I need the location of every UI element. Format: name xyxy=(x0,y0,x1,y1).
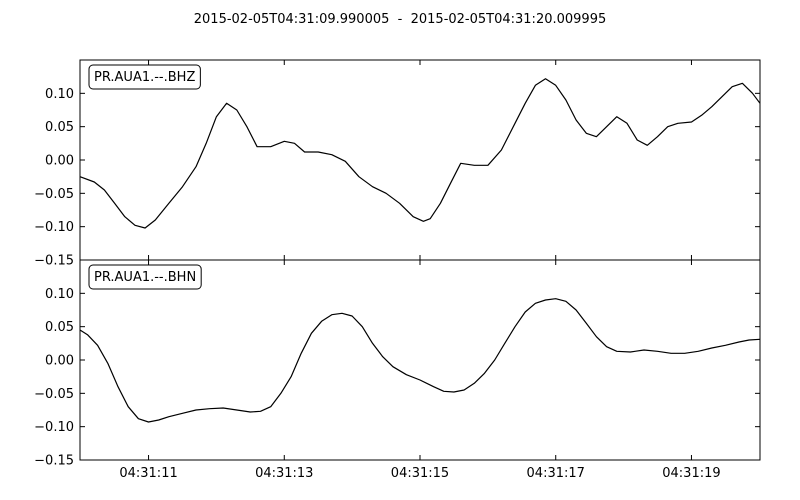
y-tick-label: −0.05 xyxy=(34,387,74,402)
y-tick-label: 0.00 xyxy=(45,354,74,369)
panel-bhn: 0.10 0.05 0.00 −0.05 −0.10 −0.15 04:31:11 04:31… xyxy=(34,259,761,481)
series-line xyxy=(79,78,761,229)
legend-label: PR.AUA1.--.BHZ xyxy=(94,70,195,85)
legend: PR.AUA1.--.BHZ xyxy=(88,64,201,90)
y-tick-label: −0.15 xyxy=(34,454,74,469)
y-tick-label: −0.05 xyxy=(34,187,74,202)
y-tick-label: 0.05 xyxy=(45,120,74,135)
x-tick-label: 04:31:11 xyxy=(119,466,177,481)
figure-title: 2015-02-05T04:31:09.990005 - 2015-02-05T… xyxy=(193,12,607,27)
axes-frame xyxy=(79,59,761,261)
y-tick-label: −0.10 xyxy=(34,420,74,435)
legend-box xyxy=(88,264,202,290)
y-tick-label: −0.10 xyxy=(34,220,74,235)
legend: PR.AUA1.--.BHN xyxy=(88,264,202,290)
x-tick-label: 04:31:15 xyxy=(391,466,449,481)
y-tick-label: −0.15 xyxy=(34,254,74,269)
y-tick-label: 0.00 xyxy=(45,154,74,169)
x-tick-label: 04:31:19 xyxy=(662,466,720,481)
y-tick-label: 0.10 xyxy=(45,287,74,302)
legend-box xyxy=(88,64,201,90)
y-tick-label: 0.10 xyxy=(45,87,74,102)
series-line xyxy=(79,298,761,423)
axes-frame xyxy=(79,259,761,461)
x-tick-label: 04:31:17 xyxy=(527,466,585,481)
x-tick-label: 04:31:13 xyxy=(255,466,313,481)
y-tick-label: 0.05 xyxy=(45,320,74,335)
panel-bhz: 0.10 0.05 0.00 −0.05 −0.10 −0.15 PR.AUA1.--.BH… xyxy=(34,59,761,269)
legend-label: PR.AUA1.--.BHN xyxy=(94,270,196,285)
